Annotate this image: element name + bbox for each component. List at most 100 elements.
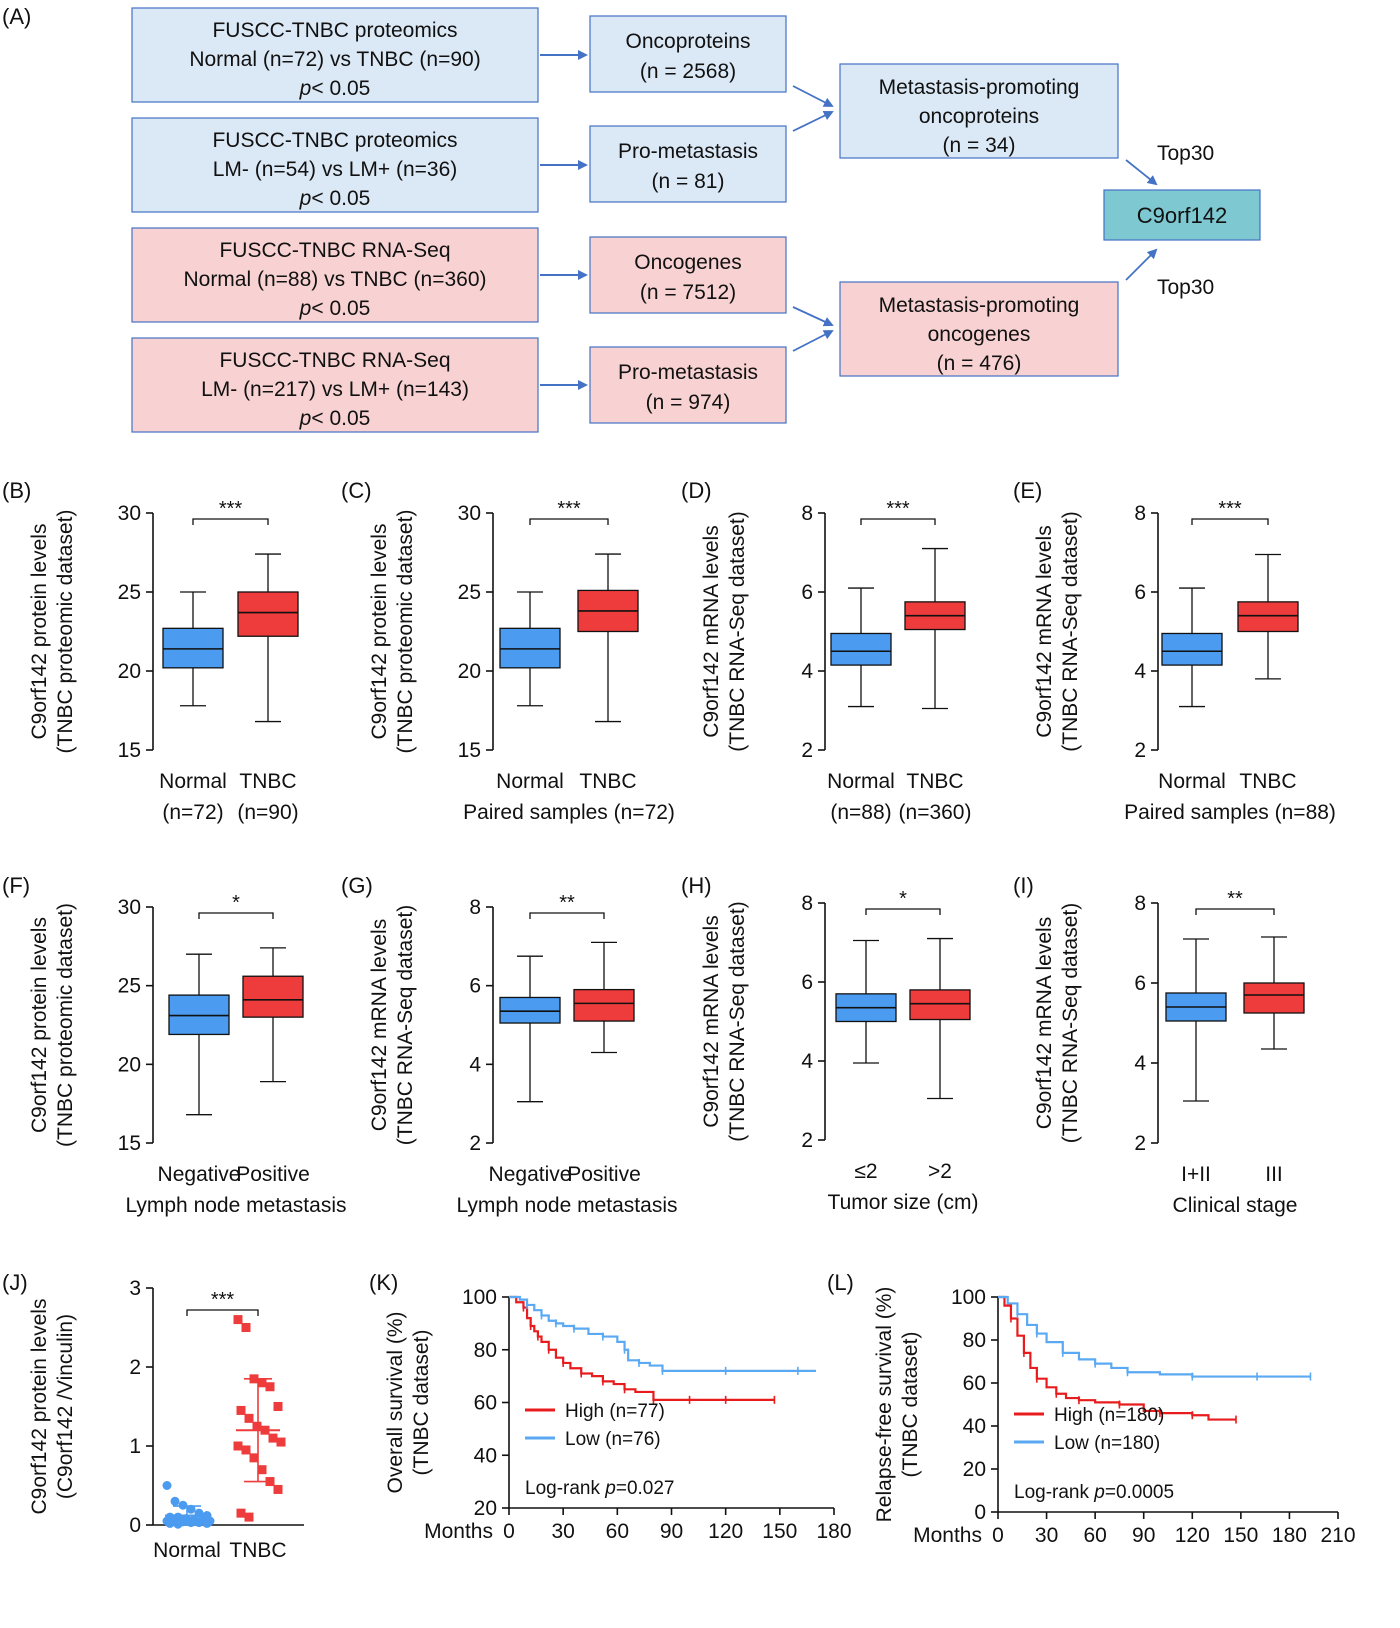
logrank-prefix: Log-rank bbox=[525, 1478, 605, 1499]
box-plot bbox=[1237, 553, 1299, 680]
data-point bbox=[244, 1512, 254, 1522]
data-point bbox=[257, 1465, 267, 1475]
box-iqr bbox=[830, 632, 892, 666]
significance-label: * bbox=[232, 892, 240, 914]
chart-panel: (K) 20 40 60 80 100 Overall survival (%) (TNBC … bbox=[369, 1270, 852, 1543]
significance-bracket bbox=[1191, 518, 1269, 525]
y-tick-label: 30 bbox=[118, 896, 141, 919]
box-iqr bbox=[1243, 982, 1305, 1014]
y-axis-title: C9orf142 protein levels bbox=[28, 917, 51, 1133]
box-iqr bbox=[1161, 632, 1223, 666]
data-point bbox=[236, 1508, 246, 1518]
y-axis-subtitle: (C9orf142 /Vinculin) bbox=[54, 1314, 77, 1499]
p-threshold: < 0.05 bbox=[311, 187, 370, 210]
result-box-count: (n = 7512) bbox=[640, 281, 736, 304]
y-tick-label: 6 bbox=[1134, 972, 1146, 995]
x-axis-title: Clinical stage bbox=[1173, 1194, 1298, 1217]
y-tick-label: 2 bbox=[469, 1132, 481, 1155]
survival-curve bbox=[998, 1295, 1236, 1421]
y-tick-label: 60 bbox=[474, 1392, 497, 1415]
data-point bbox=[276, 1437, 286, 1447]
x-category-label: TNBC bbox=[229, 1539, 286, 1562]
p-threshold: < 0.05 bbox=[311, 77, 370, 100]
chart-panel: (I) 2 4 6 8 C9orf142 mRNA levels (TNBC RNA-Seq… bbox=[1013, 873, 1305, 1217]
box-plot bbox=[1161, 587, 1223, 708]
data-point bbox=[252, 1421, 262, 1431]
significance-label: ** bbox=[559, 892, 575, 914]
merged-box-title: Metastasis-promoting bbox=[879, 294, 1080, 317]
box-plot bbox=[162, 591, 224, 707]
x-category-count: (n=72) bbox=[162, 801, 223, 824]
data-point bbox=[249, 1453, 259, 1463]
data-point bbox=[233, 1315, 243, 1325]
survival-curve bbox=[509, 1295, 775, 1401]
y-axis-title: C9orf142 protein levels bbox=[368, 524, 391, 740]
y-tick-label: 4 bbox=[801, 1050, 813, 1073]
result-box-count: (n = 2568) bbox=[640, 60, 736, 83]
y-tick-label: 2 bbox=[129, 1356, 141, 1379]
x-category-count: (n=360) bbox=[899, 801, 972, 824]
y-tick-label: 15 bbox=[118, 1132, 141, 1155]
result-box: Oncogenes (n = 7512) bbox=[589, 236, 787, 314]
survival-curve bbox=[509, 1295, 816, 1372]
significance-bracket bbox=[529, 518, 609, 525]
merged-box-subtitle: oncoproteins bbox=[919, 105, 1039, 128]
y-axis-subtitle: (TNBC dataset) bbox=[410, 1330, 433, 1476]
input-box: FUSCC-TNBC proteomics Normal (n=72) vs TN… bbox=[131, 7, 539, 103]
panel-label: (H) bbox=[681, 873, 712, 898]
result-box-title: Oncogenes bbox=[634, 251, 741, 274]
p-symbol: p bbox=[299, 77, 312, 100]
significance-label: *** bbox=[1218, 498, 1242, 520]
y-axis-title: C9orf142 protein levels bbox=[28, 524, 51, 740]
legend-label: High (n=77) bbox=[565, 1401, 665, 1422]
y-tick-label: 15 bbox=[118, 739, 141, 762]
logrank-annotation: Log-rank p=0.027 bbox=[525, 1478, 675, 1499]
data-point bbox=[273, 1402, 283, 1411]
y-tick-label: 80 bbox=[474, 1339, 497, 1362]
top30-label: Top30 bbox=[1157, 142, 1214, 165]
p-threshold: < 0.05 bbox=[311, 297, 370, 320]
flowchart-panel-a: (A) FUSCC-TNBC proteomics Normal (n=72) vs… bbox=[2, 4, 1261, 433]
y-tick-label: 0 bbox=[129, 1514, 141, 1537]
y-tick-label: 8 bbox=[1134, 502, 1146, 525]
significance-label: * bbox=[899, 888, 907, 910]
y-tick-label: 3 bbox=[129, 1277, 141, 1300]
y-tick-label: 8 bbox=[469, 896, 481, 919]
p-symbol: p bbox=[299, 297, 312, 320]
x-axis-title: Tumor size (cm) bbox=[828, 1191, 979, 1214]
p-symbol: p bbox=[1093, 1482, 1105, 1503]
panel-label: (E) bbox=[1013, 478, 1042, 503]
box-plot bbox=[237, 553, 299, 723]
x-axis-title: Paired samples (n=88) bbox=[1124, 801, 1336, 824]
y-tick-label: 40 bbox=[963, 1415, 986, 1438]
x-tick-label: 60 bbox=[606, 1520, 629, 1543]
chart-panel: (G) 2 4 6 8 C9orf142 mRNA levels (TNBC RNA-Seq… bbox=[341, 873, 678, 1217]
y-axis-subtitle: (TNBC RNA-Seq dataset) bbox=[726, 901, 749, 1141]
y-tick-label: 1 bbox=[129, 1435, 141, 1458]
result-box: Oncoproteins (n = 2568) bbox=[589, 15, 787, 93]
chart-panel: (E) 2 4 6 8 C9orf142 mRNA levels (TNBC RNA-Seq… bbox=[1013, 478, 1336, 824]
data-point bbox=[170, 1496, 180, 1506]
final-box-label: C9orf142 bbox=[1137, 203, 1228, 228]
panel-label: (A) bbox=[2, 4, 31, 29]
x-category-label: TNBC bbox=[579, 770, 636, 793]
y-axis-subtitle: (TNBC RNA-Seq dataset) bbox=[1059, 903, 1082, 1143]
input-box-title: FUSCC-TNBC proteomics bbox=[212, 129, 457, 152]
top30-label: Top30 bbox=[1157, 276, 1214, 299]
input-box-rect bbox=[131, 227, 539, 323]
y-tick-label: 25 bbox=[458, 581, 481, 604]
input-box-comparison: Normal (n=72) vs TNBC (n=90) bbox=[189, 48, 480, 71]
chart-panel: (H) 2 4 6 8 C9orf142 mRNA levels (TNBC RNA-Seq… bbox=[681, 873, 978, 1214]
y-tick-label: 2 bbox=[801, 1129, 813, 1152]
x-tick-label: 150 bbox=[762, 1520, 797, 1543]
y-axis-subtitle: (TNBC proteomic dataset) bbox=[54, 903, 77, 1147]
significance-bracket bbox=[865, 908, 941, 915]
p-symbol: p bbox=[299, 407, 312, 430]
p-symbol: p bbox=[604, 1478, 616, 1499]
y-tick-label: 20 bbox=[118, 1053, 141, 1076]
significance-label: *** bbox=[886, 498, 910, 520]
x-tick-label: 90 bbox=[660, 1520, 683, 1543]
x-category-label: Normal bbox=[827, 770, 895, 793]
y-tick-label: 60 bbox=[963, 1372, 986, 1395]
